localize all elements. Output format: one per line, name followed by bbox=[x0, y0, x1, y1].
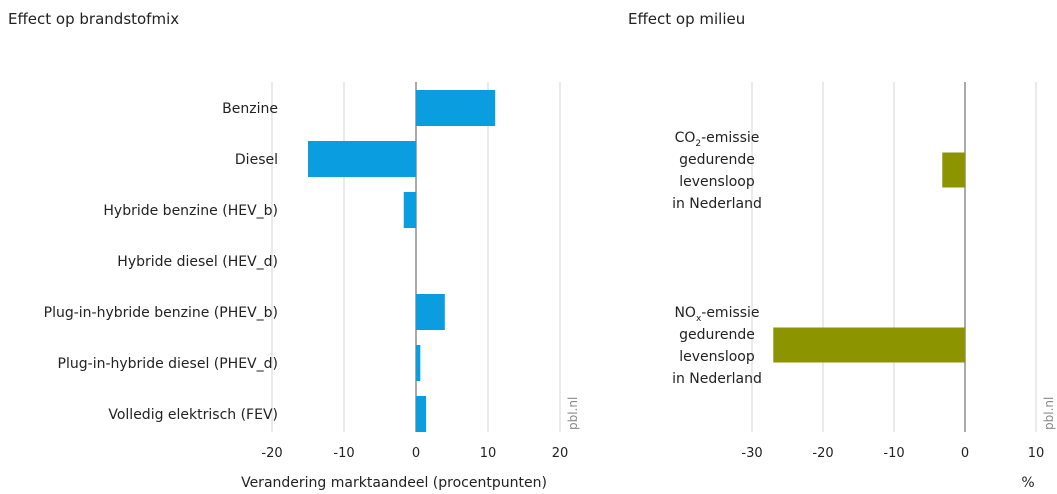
x-tick-label: -30 bbox=[741, 446, 762, 461]
chart-title-fuel-mix: Effect op brandstofmix bbox=[8, 10, 180, 28]
bar bbox=[308, 141, 416, 177]
x-tick-label: -10 bbox=[883, 446, 904, 461]
category-label: levensloop bbox=[679, 349, 755, 365]
category-label: Benzine bbox=[222, 101, 278, 117]
category-label: Plug-in-hybride diesel (PHEV_d) bbox=[58, 356, 278, 372]
category-label: CO2-emissie bbox=[675, 130, 760, 149]
x-tick-label: -20 bbox=[812, 446, 833, 461]
x-tick-label: 0 bbox=[961, 446, 969, 461]
bar bbox=[416, 90, 496, 126]
category-label: NOx-emissie bbox=[674, 305, 759, 324]
x-axis-title: % bbox=[1021, 475, 1034, 491]
bar bbox=[416, 396, 427, 432]
category-label: gedurende bbox=[679, 152, 755, 168]
source-label: pbl.nl bbox=[566, 397, 580, 430]
category-label: in Nederland bbox=[672, 371, 762, 387]
category-label: Plug-in-hybride benzine (PHEV_b) bbox=[44, 305, 278, 321]
x-axis-title: Verandering marktaandeel (procentpunten) bbox=[241, 475, 547, 491]
source-label: pbl.nl bbox=[1042, 397, 1056, 430]
bar bbox=[942, 152, 965, 188]
category-label: levensloop bbox=[679, 174, 755, 190]
bar bbox=[416, 294, 445, 330]
category-label: Diesel bbox=[235, 152, 278, 168]
category-label: in Nederland bbox=[672, 196, 762, 212]
bar bbox=[403, 192, 416, 228]
x-tick-label: 0 bbox=[412, 446, 420, 461]
category-label: Volledig elektrisch (FEV) bbox=[108, 407, 278, 423]
x-tick-label: 20 bbox=[552, 446, 569, 461]
x-tick-label: 10 bbox=[480, 446, 497, 461]
bar bbox=[773, 327, 965, 363]
x-tick-label: -10 bbox=[333, 446, 354, 461]
category-label: Hybride diesel (HEV_d) bbox=[117, 254, 278, 270]
x-tick-label: 10 bbox=[1028, 446, 1045, 461]
category-label: Hybride benzine (HEV_b) bbox=[103, 203, 278, 219]
chart-title-environment: Effect op milieu bbox=[628, 10, 746, 28]
x-tick-label: -20 bbox=[261, 446, 282, 461]
bar bbox=[416, 345, 421, 381]
category-label: gedurende bbox=[679, 327, 755, 343]
